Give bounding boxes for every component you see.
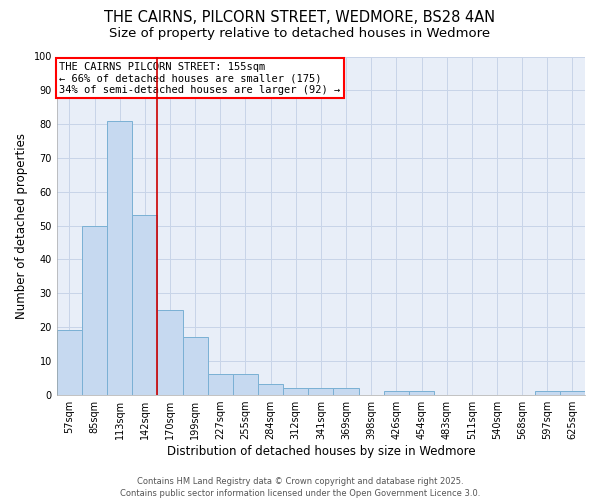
X-axis label: Distribution of detached houses by size in Wedmore: Distribution of detached houses by size … <box>167 444 475 458</box>
Y-axis label: Number of detached properties: Number of detached properties <box>15 132 28 318</box>
Bar <box>132 216 157 394</box>
Text: THE CAIRNS, PILCORN STREET, WEDMORE, BS28 4AN: THE CAIRNS, PILCORN STREET, WEDMORE, BS2… <box>104 10 496 25</box>
Bar <box>107 120 132 394</box>
Bar <box>57 330 82 394</box>
Bar <box>82 226 107 394</box>
Bar <box>384 391 409 394</box>
Bar <box>560 391 585 394</box>
Bar <box>409 391 434 394</box>
Bar <box>208 374 233 394</box>
Text: Size of property relative to detached houses in Wedmore: Size of property relative to detached ho… <box>109 28 491 40</box>
Bar <box>334 388 359 394</box>
Text: THE CAIRNS PILCORN STREET: 155sqm
← 66% of detached houses are smaller (175)
34%: THE CAIRNS PILCORN STREET: 155sqm ← 66% … <box>59 62 341 95</box>
Bar <box>182 337 208 394</box>
Text: Contains HM Land Registry data © Crown copyright and database right 2025.
Contai: Contains HM Land Registry data © Crown c… <box>120 476 480 498</box>
Bar <box>308 388 334 394</box>
Bar <box>157 310 182 394</box>
Bar <box>283 388 308 394</box>
Bar <box>535 391 560 394</box>
Bar <box>233 374 258 394</box>
Bar <box>258 384 283 394</box>
